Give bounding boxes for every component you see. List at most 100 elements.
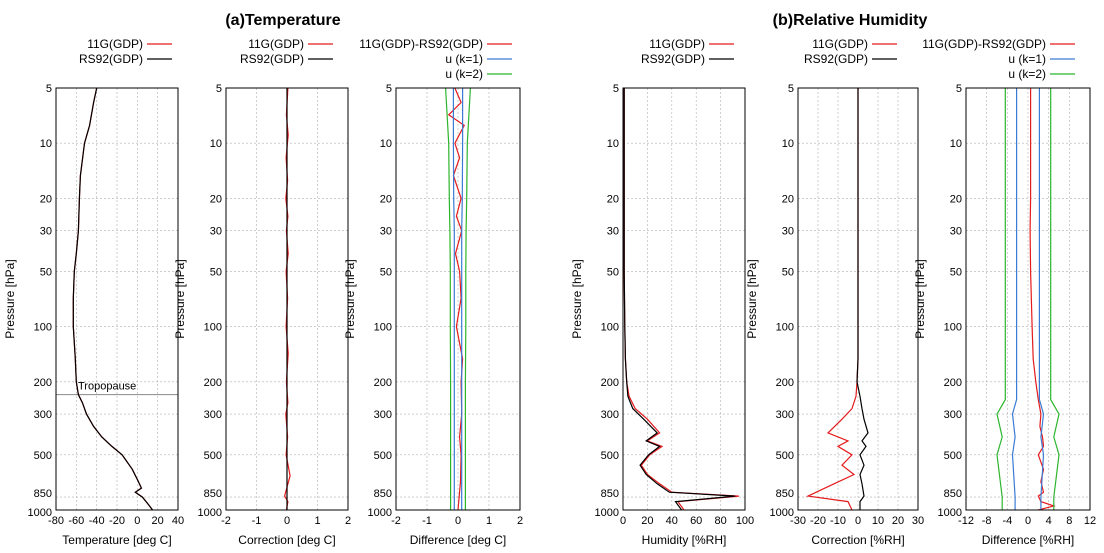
y-tick-label: 300 — [601, 409, 619, 421]
x-tick-label: -8 — [982, 515, 992, 527]
y-tick-label: 200 — [776, 377, 794, 389]
y-tick-label: 30 — [782, 226, 794, 238]
y-tick-label: 20 — [782, 193, 794, 205]
y-tick-label: 50 — [40, 266, 52, 278]
legend-entry-label: 11G(GDP) — [87, 37, 143, 51]
y-tick-label: 20 — [950, 193, 962, 205]
y-tick-label: 500 — [204, 450, 222, 462]
x-tick-label: -1 — [252, 515, 262, 527]
series-line-1 — [856, 88, 869, 510]
y-tick-label: 1000 — [28, 507, 52, 519]
y-tick-label: 850 — [374, 488, 392, 500]
y-tick-label: 300 — [944, 409, 962, 421]
y-axis-label: Pressure [hPa] — [570, 259, 584, 338]
y-tick-label: 300 — [34, 409, 52, 421]
y-tick-label: 5 — [613, 83, 619, 95]
chart-panel-t-profile: -80 -60 -40 -20 0 20 40 5 10 20 30 50 100 200 300 500 85… — [3, 37, 184, 547]
x-tick-label: -1 — [422, 515, 432, 527]
x-tick-label: -40 — [89, 515, 105, 527]
legend-entry-label: u (k=1) — [1008, 52, 1046, 66]
legend-entry-label: 11G(GDP)-RS92(GDP) — [359, 37, 483, 51]
series-line-1 — [461, 88, 464, 510]
y-axis-label: Pressure [hPa] — [173, 259, 187, 338]
x-tick-label: -20 — [810, 515, 826, 527]
y-tick-label: 10 — [607, 138, 619, 150]
y-tick-label: 5 — [46, 83, 52, 95]
y-tick-label: 50 — [380, 266, 392, 278]
y-tick-label: 20 — [607, 193, 619, 205]
y-tick-label: 10 — [380, 138, 392, 150]
x-tick-label: 80 — [714, 515, 726, 527]
legend-entry-label: RS92(GDP) — [804, 52, 868, 66]
y-tick-label: 10 — [210, 138, 222, 150]
x-axis-label: Humidity [%RH] — [642, 533, 727, 547]
x-tick-label: 0 — [134, 515, 140, 527]
y-tick-label: 200 — [944, 377, 962, 389]
x-axis-label: Temperature [deg C] — [62, 533, 171, 547]
humidity-group-title: (b)Relative Humidity — [773, 12, 928, 29]
y-axis-label: Pressure [hPa] — [745, 259, 759, 338]
y-tick-label: 200 — [601, 377, 619, 389]
x-tick-label: -10 — [830, 515, 846, 527]
chart-panel-rh-difference: -12 -8 -4 0 4 8 12 5 10 20 30 50 100 200 300 500 850 1000… — [913, 37, 1096, 547]
series-line-4 — [996, 88, 1006, 510]
y-axis-label: Pressure [hPa] — [913, 259, 927, 338]
x-tick-label: 8 — [1066, 515, 1072, 527]
series-line-1 — [1038, 88, 1045, 510]
x-tick-label: 0 — [855, 515, 861, 527]
series-line-0 — [1029, 88, 1056, 511]
temperature-group-title: (a)Temperature — [225, 12, 340, 29]
y-tick-label: 20 — [380, 193, 392, 205]
y-tick-label: 850 — [776, 488, 794, 500]
y-tick-label: 1000 — [198, 507, 222, 519]
y-tick-label: 50 — [950, 266, 962, 278]
legend-entry-label: 11G(GDP) — [248, 37, 304, 51]
x-tick-label: 1 — [486, 515, 492, 527]
series-line-1 — [72, 87, 154, 511]
x-axis-label: Difference [deg C] — [410, 533, 507, 547]
x-axis-label: Correction [%RH] — [811, 533, 904, 547]
x-tick-label: -20 — [109, 515, 125, 527]
legend-entry-label: RS92(GDP) — [240, 52, 304, 66]
series-line-2 — [1011, 88, 1018, 510]
x-tick-label: -12 — [958, 515, 974, 527]
legend-entry-label: u (k=2) — [445, 67, 483, 81]
x-tick-label: 4 — [1046, 515, 1052, 527]
x-tick-label: 60 — [690, 515, 702, 527]
plot-frame — [225, 87, 349, 511]
y-axis-label: Pressure [hPa] — [3, 259, 17, 338]
y-axis-label: Pressure [hPa] — [343, 259, 357, 338]
y-tick-label: 850 — [601, 488, 619, 500]
y-tick-label: 200 — [374, 377, 392, 389]
plot-frame — [622, 87, 746, 511]
chart-panel-t-difference: -2 -1 0 1 2 5 10 20 30 50 100 200 300 500 850 1000 Diffe… — [343, 37, 523, 547]
y-tick-label: 850 — [944, 488, 962, 500]
x-tick-label: -80 — [48, 515, 64, 527]
x-tick-label: -2 — [221, 515, 231, 527]
series-line-0 — [623, 88, 739, 511]
plot-frame — [395, 87, 521, 511]
series-line-1 — [623, 88, 736, 511]
y-tick-label: 5 — [788, 83, 794, 95]
series-line-3 — [464, 87, 471, 510]
y-tick-label: 30 — [40, 226, 52, 238]
y-tick-label: 100 — [776, 322, 794, 334]
y-tick-label: 20 — [40, 193, 52, 205]
legend-entry-label: u (k=2) — [1008, 67, 1046, 81]
legend-entry-label: 11G(GDP)-RS92(GDP) — [922, 37, 1046, 51]
x-tick-label: 0 — [1025, 515, 1031, 527]
series-line-3 — [1050, 88, 1060, 510]
series-line-4 — [445, 87, 452, 510]
x-axis-label: Difference [%RH] — [982, 533, 1074, 547]
y-tick-label: 1000 — [368, 507, 392, 519]
y-tick-label: 200 — [204, 377, 222, 389]
legend-entry-label: 11G(GDP) — [649, 37, 705, 51]
x-tick-label: -2 — [391, 515, 401, 527]
y-tick-label: 5 — [956, 83, 962, 95]
y-tick-label: 500 — [374, 450, 392, 462]
x-tick-label: 40 — [666, 515, 678, 527]
x-tick-label: 1 — [314, 515, 320, 527]
y-tick-label: 100 — [34, 322, 52, 334]
chart-panel-rh-correction: -30 -20 -10 0 10 20 30 5 10 20 30 50 100 200 300 500 850… — [745, 37, 924, 547]
